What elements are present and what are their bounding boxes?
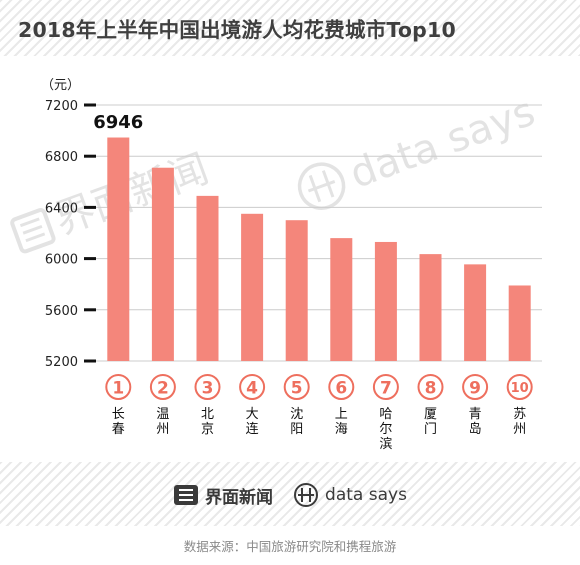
y-tick-label: 5200 xyxy=(45,355,78,370)
datasays-logo-text: data says xyxy=(325,485,407,505)
city-label-char: 大 xyxy=(246,407,259,422)
city-label-char: 温 xyxy=(156,407,169,422)
city-label-char: 海 xyxy=(335,422,348,437)
city-label-char: 州 xyxy=(156,422,169,437)
footer-banner xyxy=(0,462,580,526)
bar-1 xyxy=(107,137,130,361)
y-tick-label: 5600 xyxy=(45,304,78,319)
bar-9 xyxy=(464,264,487,361)
rank-number: 9 xyxy=(469,379,481,399)
bar-7 xyxy=(374,241,397,361)
rank-number: 2 xyxy=(157,379,169,399)
chart-title: 2018年上半年中国出境游人均花费城市Top10 xyxy=(18,18,456,42)
rank-number: 3 xyxy=(202,379,214,399)
bar-10 xyxy=(508,285,531,361)
y-tick-label: 6400 xyxy=(45,201,78,216)
jiemian-watermark-icon xyxy=(10,208,56,254)
rank-number: 8 xyxy=(425,379,437,399)
city-label-char: 长 xyxy=(112,407,125,422)
rank-number: 4 xyxy=(246,379,258,399)
city-label-char: 阳 xyxy=(290,422,303,437)
city-label-char: 厦 xyxy=(424,407,437,422)
city-label-char: 门 xyxy=(424,422,437,437)
jiemian-logo-icon xyxy=(174,485,199,505)
rank-circle-7 xyxy=(372,374,399,400)
bar-chart: 界面新闻 data says （元） 5200 5600 6000 6400 6800 7… xyxy=(10,78,542,452)
jiemian-logo-text: 界面新闻 xyxy=(205,487,274,508)
bar-4 xyxy=(241,213,264,361)
city-label-char: 尔 xyxy=(379,422,392,437)
y-tick-label: 6000 xyxy=(45,253,78,268)
city-label-char: 沈 xyxy=(290,407,303,422)
city-label-char: 苏 xyxy=(513,406,526,422)
rank-circle-5 xyxy=(283,374,310,400)
y-tick-label: 6800 xyxy=(45,150,78,165)
city-label-char: 青 xyxy=(469,407,482,422)
bars xyxy=(107,137,531,361)
rank-circle-8 xyxy=(417,374,444,400)
title-banner xyxy=(0,0,580,56)
jiemian-watermark-icon-lines xyxy=(19,217,46,243)
rank-number: 7 xyxy=(380,379,392,399)
datasays-watermark-icon xyxy=(297,162,346,210)
footer-logos: 界面新闻 data says xyxy=(0,480,580,510)
bar-6 xyxy=(330,238,353,361)
bar-2 xyxy=(151,167,174,361)
labels: 5200560060006400680072001长春2温州3北京4大连5沈阳6… xyxy=(45,99,533,452)
rank-circle-4 xyxy=(239,374,266,400)
city-label-char: 州 xyxy=(513,422,526,437)
rank-number: 5 xyxy=(291,379,303,399)
rank-circle-9 xyxy=(462,374,489,400)
city-label-char: 春 xyxy=(112,422,125,437)
bar-3 xyxy=(196,195,219,361)
rank-circle-2 xyxy=(149,374,176,400)
rank-circle-3 xyxy=(194,374,221,400)
city-label-char: 上 xyxy=(335,407,348,422)
rank-number: 6 xyxy=(335,379,347,399)
bar-8 xyxy=(419,254,442,361)
rank-number: 1 xyxy=(112,379,124,399)
rank-circle-10 xyxy=(506,374,533,400)
city-label-char: 北 xyxy=(201,407,214,422)
watermark-layer: 界面新闻 data says xyxy=(10,89,541,254)
rank-circle-1 xyxy=(105,374,132,400)
city-label-char: 京 xyxy=(201,422,214,437)
city-label-char: 连 xyxy=(246,421,259,437)
datasays-logo: data says xyxy=(293,482,407,508)
bar-5 xyxy=(285,220,308,361)
datasays-watermark-icon-lines xyxy=(307,170,336,203)
datasays-watermark: data says xyxy=(297,89,541,210)
city-label-char: 滨 xyxy=(379,436,392,452)
rank-number: 10 xyxy=(511,381,529,396)
datasays-logo-icon xyxy=(294,483,319,507)
bar-value-label: 6946 xyxy=(93,112,143,133)
city-label-char: 岛 xyxy=(469,421,482,437)
city-label-char: 哈 xyxy=(379,407,392,422)
jiemian-logo: 界面新闻 xyxy=(173,483,273,508)
data-source: 数据来源：中国旅游研究院和携程旅游 xyxy=(183,539,397,554)
y-tick-label: 7200 xyxy=(45,99,78,114)
y-axis-unit-label: （元） xyxy=(41,78,80,93)
rank-circle-6 xyxy=(328,374,355,400)
